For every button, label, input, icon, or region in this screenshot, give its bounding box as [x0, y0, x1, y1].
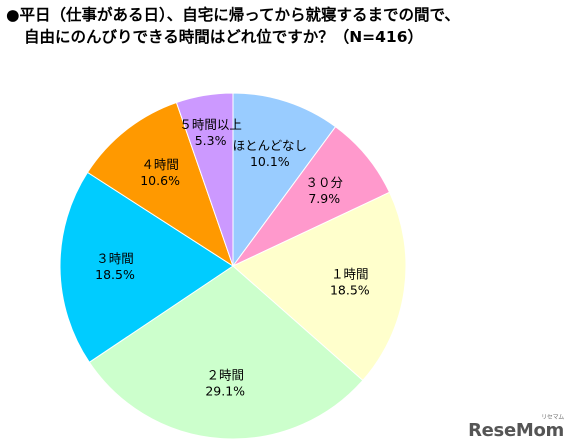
pie-label-value-5: 10.6%	[140, 173, 180, 188]
pie-slice-4	[59, 171, 234, 364]
pie-label-name-2: １時間	[331, 267, 369, 282]
pie-labels: ほとんどなし 10.1%３０分 7.9%１時間 18.5%２時間 29.1%３時間 18.…	[95, 117, 370, 399]
pie-label-value-2: 18.5%	[330, 283, 370, 298]
resemom-logo: ReseMom リセマム	[468, 414, 564, 441]
pie-label-2: １時間 18.5%	[330, 267, 370, 298]
pie-label-3: ２時間 29.1%	[205, 368, 245, 399]
pie-slice-3	[88, 265, 364, 440]
pie-label-name-4: ３時間	[96, 251, 134, 266]
pie-slices	[59, 92, 407, 440]
logo-text: ReseMom	[468, 420, 564, 441]
pie-label-6: ５時間以上 5.3%	[179, 117, 242, 148]
pie-slice-6	[175, 92, 234, 267]
pie-label-name-0: ほとんどなし	[233, 138, 307, 153]
pie-label-value-1: 7.9%	[308, 191, 340, 206]
pie-label-name-1: ３０分	[305, 175, 343, 190]
chart-title-line-2: 自由にのんびりできる時間はどれ位ですか？（N=416）	[24, 28, 424, 46]
pie-label-name-6: ５時間以上	[179, 117, 242, 132]
pie-slice-0	[232, 92, 337, 268]
pie-label-value-0: 10.1%	[250, 154, 290, 169]
pie-label-value-4: 18.5%	[95, 267, 135, 282]
pie-label-name-3: ２時間	[206, 368, 244, 383]
pie-label-0: ほとんどなし 10.1%	[233, 138, 307, 169]
pie-label-name-5: ４時間	[141, 157, 179, 172]
chart-title: ●平日（仕事がある日）、自宅に帰ってから就寝するまでの間で、 自由にのんびりでき…	[6, 4, 566, 48]
pie-slice-5	[86, 101, 234, 268]
pie-label-4: ３時間 18.5%	[95, 251, 135, 282]
pie-label-1: ３０分 7.9%	[305, 175, 343, 206]
pie-label-value-6: 5.3%	[195, 133, 227, 148]
pie-label-value-3: 29.1%	[205, 384, 245, 399]
chart-title-line-1: ●平日（仕事がある日）、自宅に帰ってから就寝するまでの間で、	[6, 6, 460, 24]
logo-kana: リセマム	[541, 414, 564, 421]
pie-label-5: ４時間 10.6%	[140, 157, 180, 188]
pie-slice-2	[232, 191, 407, 382]
